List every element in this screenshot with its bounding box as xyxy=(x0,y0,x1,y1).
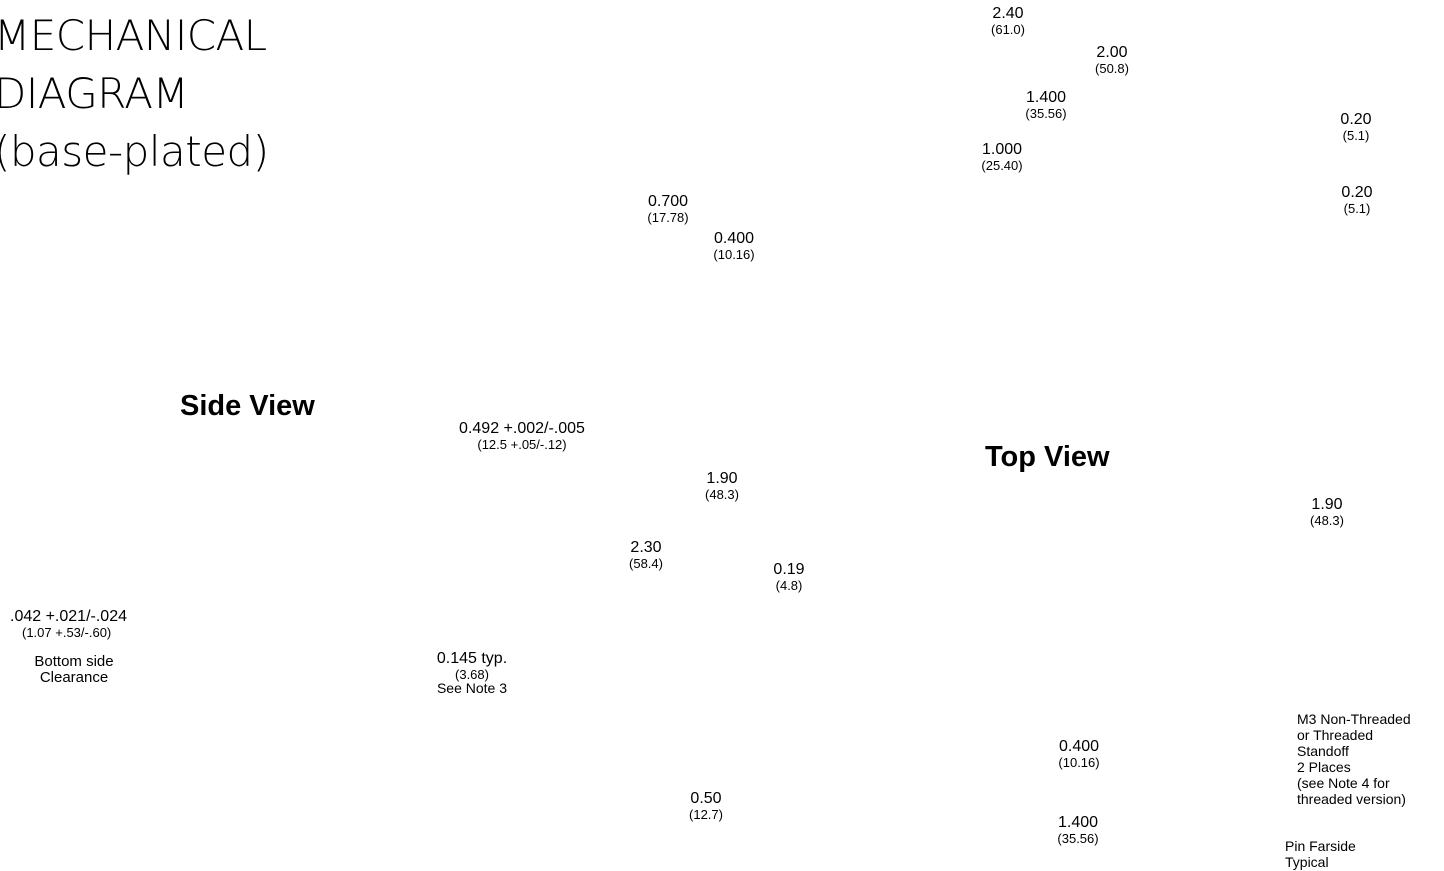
dim-inches: 0.20 xyxy=(1341,184,1373,201)
note-line: Clearance xyxy=(39,668,109,686)
dim-1-400-top: 1.400 (35.56) xyxy=(1025,89,1067,121)
dim-mm: (12.7) xyxy=(689,806,723,822)
dim-mm: (12.5 +.05/-.12) xyxy=(477,436,567,452)
dim-0-042: .042 +.021/-.024 (1.07 +.53/-.60) xyxy=(10,608,127,640)
title-line-2: DIAGRAM xyxy=(0,69,189,118)
dim-mm: (58.4) xyxy=(629,555,663,571)
bottom-clearance-note: Bottom side Clearance xyxy=(34,654,113,686)
dim-0-19: 0.19 (4.8) xyxy=(773,561,805,593)
note-line: or Threaded xyxy=(1297,727,1374,743)
dim-2-00: 2.00 (50.8) xyxy=(1095,44,1129,76)
dim-2-40: 2.40 (61.0) xyxy=(991,5,1025,37)
dim-mm: (5.1) xyxy=(1342,127,1370,143)
dim-mm: (5.1) xyxy=(1343,200,1371,216)
note-line: Bottom side xyxy=(34,653,114,670)
dim-1-400-bottom: 1.400 (35.56) xyxy=(1057,814,1099,846)
note-line: threaded version) xyxy=(1297,791,1406,807)
dim-inches: 0.700 xyxy=(647,193,689,210)
note-line: Typical xyxy=(1285,854,1329,870)
dim-mm: (50.8) xyxy=(1095,60,1129,76)
dim-1-90-side: 1.90 (48.3) xyxy=(705,470,739,502)
dim-0-145: 0.145 typ. (3.68) See Note 3 xyxy=(436,650,508,697)
dim-mm: (25.40) xyxy=(981,157,1023,173)
dim-0-50: 0.50 (12.7) xyxy=(689,790,723,822)
dim-mm: (48.3) xyxy=(1310,512,1344,528)
dim-mm: (35.56) xyxy=(1057,830,1099,846)
dim-inches: 0.19 xyxy=(773,561,805,578)
dim-1-90-top: 1.90 (48.3) xyxy=(1310,496,1344,528)
dim-inches: 0.50 xyxy=(690,790,722,807)
dim-inches: 0.492 +.002/-.005 xyxy=(459,420,585,437)
pin-farside-note: Pin Farside Typical xyxy=(1285,838,1356,870)
dim-inches: 1.90 xyxy=(706,470,738,487)
dim-0-400-top: 0.400 (10.16) xyxy=(1058,738,1100,770)
dim-0-20-upper: 0.20 (5.1) xyxy=(1340,111,1372,143)
dim-mm: (10.16) xyxy=(713,246,755,262)
note-line: (see Note 4 for xyxy=(1297,775,1390,791)
dim-inches: .042 +.021/-.024 xyxy=(10,608,127,625)
dim-mm: (1.07 +.53/-.60) xyxy=(22,624,112,640)
dim-inches: 0.400 xyxy=(713,230,755,247)
dim-inches: 0.145 typ. xyxy=(436,650,508,667)
side-view-label: Side View xyxy=(180,390,315,422)
dim-mm: (35.56) xyxy=(1025,105,1067,121)
top-view-label: Top View xyxy=(985,441,1110,473)
dim-0-492: 0.492 +.002/-.005 (12.5 +.05/-.12) xyxy=(459,420,585,452)
dim-inches: 2.30 xyxy=(630,539,662,556)
see-note-3: See Note 3 xyxy=(436,680,508,697)
dim-2-30: 2.30 (58.4) xyxy=(629,539,663,571)
note-line: Pin Farside xyxy=(1285,838,1356,854)
note-line: M3 Non-Threaded xyxy=(1297,711,1411,727)
dim-mm: (48.3) xyxy=(705,486,739,502)
dim-inches: 1.90 xyxy=(1311,496,1343,513)
dim-mm: (3.68) xyxy=(455,666,489,682)
dim-inches: 2.00 xyxy=(1096,44,1128,61)
dim-inches: 1.000 xyxy=(981,141,1023,158)
dim-mm: (61.0) xyxy=(991,21,1025,37)
dim-mm: (17.78) xyxy=(647,209,689,225)
note-line: Standoff xyxy=(1297,743,1349,759)
note-line: 2 Places xyxy=(1297,759,1351,775)
dim-inches: 0.20 xyxy=(1340,111,1372,128)
dim-mm: (10.16) xyxy=(1058,754,1100,770)
dim-0-20-lower: 0.20 (5.1) xyxy=(1341,184,1373,216)
dim-inches: 0.400 xyxy=(1058,738,1100,755)
dim-1-000: 1.000 (25.40) xyxy=(981,141,1023,173)
title-line-3: (base-plated) xyxy=(0,127,269,176)
dim-inches: 1.400 xyxy=(1057,814,1099,831)
title-line-1: MECHANICAL xyxy=(0,11,267,60)
dim-0-400-side: 0.400 (10.16) xyxy=(713,230,755,262)
dim-0-700: 0.700 (17.78) xyxy=(647,193,689,225)
standoff-note: M3 Non-Threaded or Threaded Standoff 2 P… xyxy=(1297,711,1411,807)
dim-inches: 1.400 xyxy=(1025,89,1067,106)
dim-mm: (4.8) xyxy=(775,577,803,593)
dim-inches: 2.40 xyxy=(992,5,1024,22)
